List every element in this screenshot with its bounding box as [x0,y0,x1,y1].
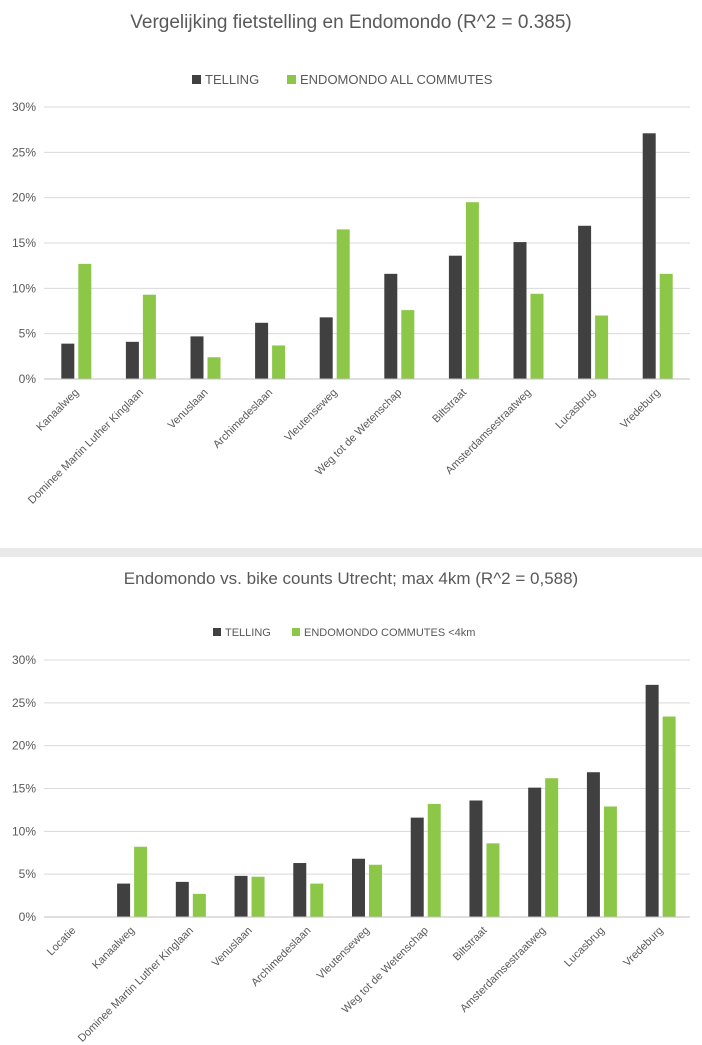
y-tick-label-1: 25% [12,145,36,159]
legend-2-endomondo-swatch [292,628,300,636]
x-category-label-1: Kanaalweg [34,387,81,434]
chart-panel-2: Endomondo vs. bike counts Utrecht; max 4… [0,557,702,1045]
y-tick-label-2: 15% [12,782,36,796]
bar-1-telling-5 [384,273,398,379]
legend-1-telling-swatch [192,75,201,84]
y-tick-label-1: 30% [12,100,36,114]
bar-1-endomondo-5 [401,310,415,379]
x-category-label-1: Lucasbrug [553,387,598,432]
legend-1-telling-label: TELLING [205,72,259,87]
bar-1-telling-3 [255,322,269,379]
x-category-label-2: Archimedeslaan [249,925,313,989]
chart-2-svg: Endomondo vs. bike counts Utrecht; max 4… [12,569,690,1045]
bar-1-endomondo-3 [272,345,286,379]
bar-1-telling-1 [125,341,139,379]
x-category-label-2: Vleutenseweg [315,925,372,982]
y-tick-label-2: 0% [19,910,37,924]
y-tick-label-2: 10% [12,824,36,838]
bar-2-telling-2 [175,881,189,917]
x-category-label-2: Lucasbrug [562,925,607,970]
bar-1-telling-2 [190,336,204,379]
bar-2-endomondo-6 [427,803,441,917]
legend-1-endomondo-label: ENDOMONDO ALL COMMUTES [300,72,493,87]
bar-2-telling-3 [234,875,248,917]
bar-2-telling-4 [293,863,307,917]
legend-2-endomondo-label: ENDOMONDO COMMUTES <4km [304,627,475,639]
legend-2-telling-label: TELLING [225,627,271,639]
y-tick-label-1: 10% [12,281,36,295]
x-category-label-2: Vredeburg [621,925,666,970]
chart-panel-1: Vergelijking fietstelling en Endomondo (… [11,12,690,507]
bar-2-telling-7 [469,800,483,917]
bar-1-endomondo-7 [530,293,544,379]
bar-1-endomondo-6 [465,202,479,379]
bar-1-endomondo-0 [78,263,92,379]
bar-1-telling-7 [513,242,527,379]
x-category-label-1: Vleutenseweg [282,387,339,444]
panel-separator [0,548,702,557]
y-tick-label-1: 15% [12,236,36,250]
bar-1-endomondo-2 [207,357,221,379]
y-tick-label-1: 0% [19,372,37,386]
chart-1-svg: Vergelijking fietstelling en Endomondo (… [12,12,690,507]
bar-2-endomondo-9 [603,806,617,917]
y-tick-label-2: 30% [12,653,36,667]
x-category-label-2: Venuslaan [210,925,255,970]
x-category-label-2: Kanaalweg [90,925,137,972]
bar-2-endomondo-2 [192,893,206,917]
bar-2-telling-5 [352,858,365,917]
y-tick-label-2: 5% [19,867,37,881]
bar-2-endomondo-8 [545,778,559,917]
legend-1-endomondo-swatch [287,75,296,84]
bar-2-endomondo-7 [486,843,500,917]
y-tick-label-1: 5% [19,327,37,341]
bar-2-telling-1 [117,883,131,917]
x-category-label-1: Biltstraat [430,387,469,426]
y-tick-label-2: 20% [12,739,36,753]
bar-1-telling-0 [61,343,75,379]
x-category-label-2: Dominee Martin Luther Kinglaan [76,925,196,1045]
chart-1-title: Vergelijking fietstelling en Endomondo (… [130,12,571,33]
bar-2-telling-6 [410,817,424,917]
x-category-label-1: Vredeburg [618,387,663,432]
bar-2-telling-8 [528,787,542,917]
bar-1-telling-4 [319,317,333,379]
bar-2-endomondo-1 [134,846,148,917]
y-tick-label-2: 25% [12,696,36,710]
x-category-label-1: Archimedeslaan [211,387,275,451]
bar-1-telling-9 [642,133,656,379]
bar-1-endomondo-9 [659,273,673,379]
y-tick-label-1: 20% [12,191,36,205]
bar-2-endomondo-10 [662,716,676,917]
bar-2-telling-9 [586,772,600,917]
bar-2-endomondo-4 [310,883,324,917]
x-category-label-1: Dominee Martin Luther Kinglaan [26,387,146,507]
x-category-label-2: Biltstraat [451,925,490,964]
bar-2-endomondo-3 [251,876,265,917]
bar-2-telling-10 [645,684,659,917]
x-category-label-2: Locatie [45,925,79,959]
bar-1-endomondo-4 [336,229,350,379]
bar-1-endomondo-1 [142,294,156,379]
legend-2-telling-swatch [213,628,221,636]
bar-1-telling-8 [578,225,592,379]
bar-1-endomondo-8 [595,315,609,379]
bar-1-telling-6 [448,255,462,379]
chart-2-title: Endomondo vs. bike counts Utrecht; max 4… [124,569,578,588]
x-category-label-1: Venuslaan [166,387,211,432]
bar-2-endomondo-5 [369,864,382,917]
